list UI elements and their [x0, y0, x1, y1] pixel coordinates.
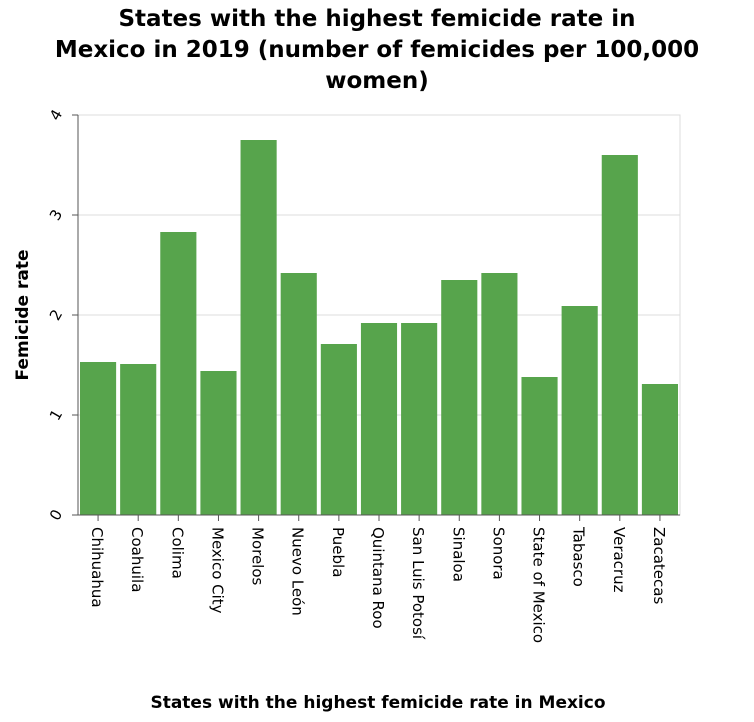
- chart-title-line-3: women): [325, 68, 429, 94]
- x-tick-label: Puebla: [329, 527, 347, 577]
- bar-coahuila: [120, 364, 157, 515]
- bar-colima: [160, 232, 197, 515]
- y-tick-label: 2: [46, 306, 66, 323]
- y-tick-label: 0: [46, 506, 66, 523]
- bar-veracruz: [601, 155, 638, 515]
- y-tick-labels: 0 1 2 3 4: [46, 106, 66, 523]
- bar-chihuahua: [80, 362, 117, 515]
- x-tick-label: Sinaloa: [449, 527, 467, 582]
- x-tick-label: Mexico City: [208, 527, 226, 614]
- bar-mexico-city: [200, 371, 237, 515]
- y-tick-label: 3: [46, 206, 66, 223]
- bar-nuevo-le-n: [280, 273, 317, 515]
- x-tick-label: San Luis Potosí: [409, 527, 427, 640]
- chart-title-line-1: States with the highest femicide rate in: [118, 6, 636, 32]
- y-tick-label: 1: [46, 406, 66, 423]
- bars: [80, 140, 678, 515]
- chart-title-line-2: Mexico in 2019 (number of femicides per …: [54, 37, 700, 63]
- x-tick-labels: Chihuahua Coahuila Colima Mexico City Morelo…: [88, 526, 668, 643]
- x-tick-label: Nuevo León: [289, 527, 307, 616]
- axes: [72, 114, 680, 521]
- y-tick-label: 4: [46, 106, 66, 123]
- bar-sinaloa: [441, 280, 478, 515]
- x-tick-label: Tabasco: [570, 526, 588, 587]
- x-tick-label: Sonora: [489, 527, 507, 580]
- x-tick-label: Coahuila: [128, 527, 146, 592]
- bar-quintana-roo: [360, 323, 398, 515]
- x-tick-label: Morelos: [249, 527, 267, 586]
- bar-morelos: [240, 140, 277, 515]
- bar-sonora: [481, 273, 518, 515]
- x-tick-label: Chihuahua: [88, 527, 106, 608]
- x-tick-label: State of Mexico: [530, 527, 548, 643]
- x-tick-label: Veracruz: [610, 527, 628, 593]
- bar-tabasco: [561, 306, 598, 515]
- bar-puebla: [320, 344, 357, 515]
- x-tick-label: Quintana Roo: [369, 527, 387, 629]
- y-axis-title: Femicide rate: [13, 249, 33, 380]
- x-axis-title: States with the highest femicide rate in…: [150, 693, 605, 713]
- bar-zacatecas: [641, 384, 678, 515]
- x-tick-label: Colima: [168, 527, 186, 579]
- x-tick-label: Zacatecas: [650, 527, 668, 604]
- bar-state-of-mexico: [521, 377, 558, 515]
- chart-title: States with the highest femicide rate in…: [0, 4, 754, 97]
- bar-san-luis-potos-: [401, 323, 438, 515]
